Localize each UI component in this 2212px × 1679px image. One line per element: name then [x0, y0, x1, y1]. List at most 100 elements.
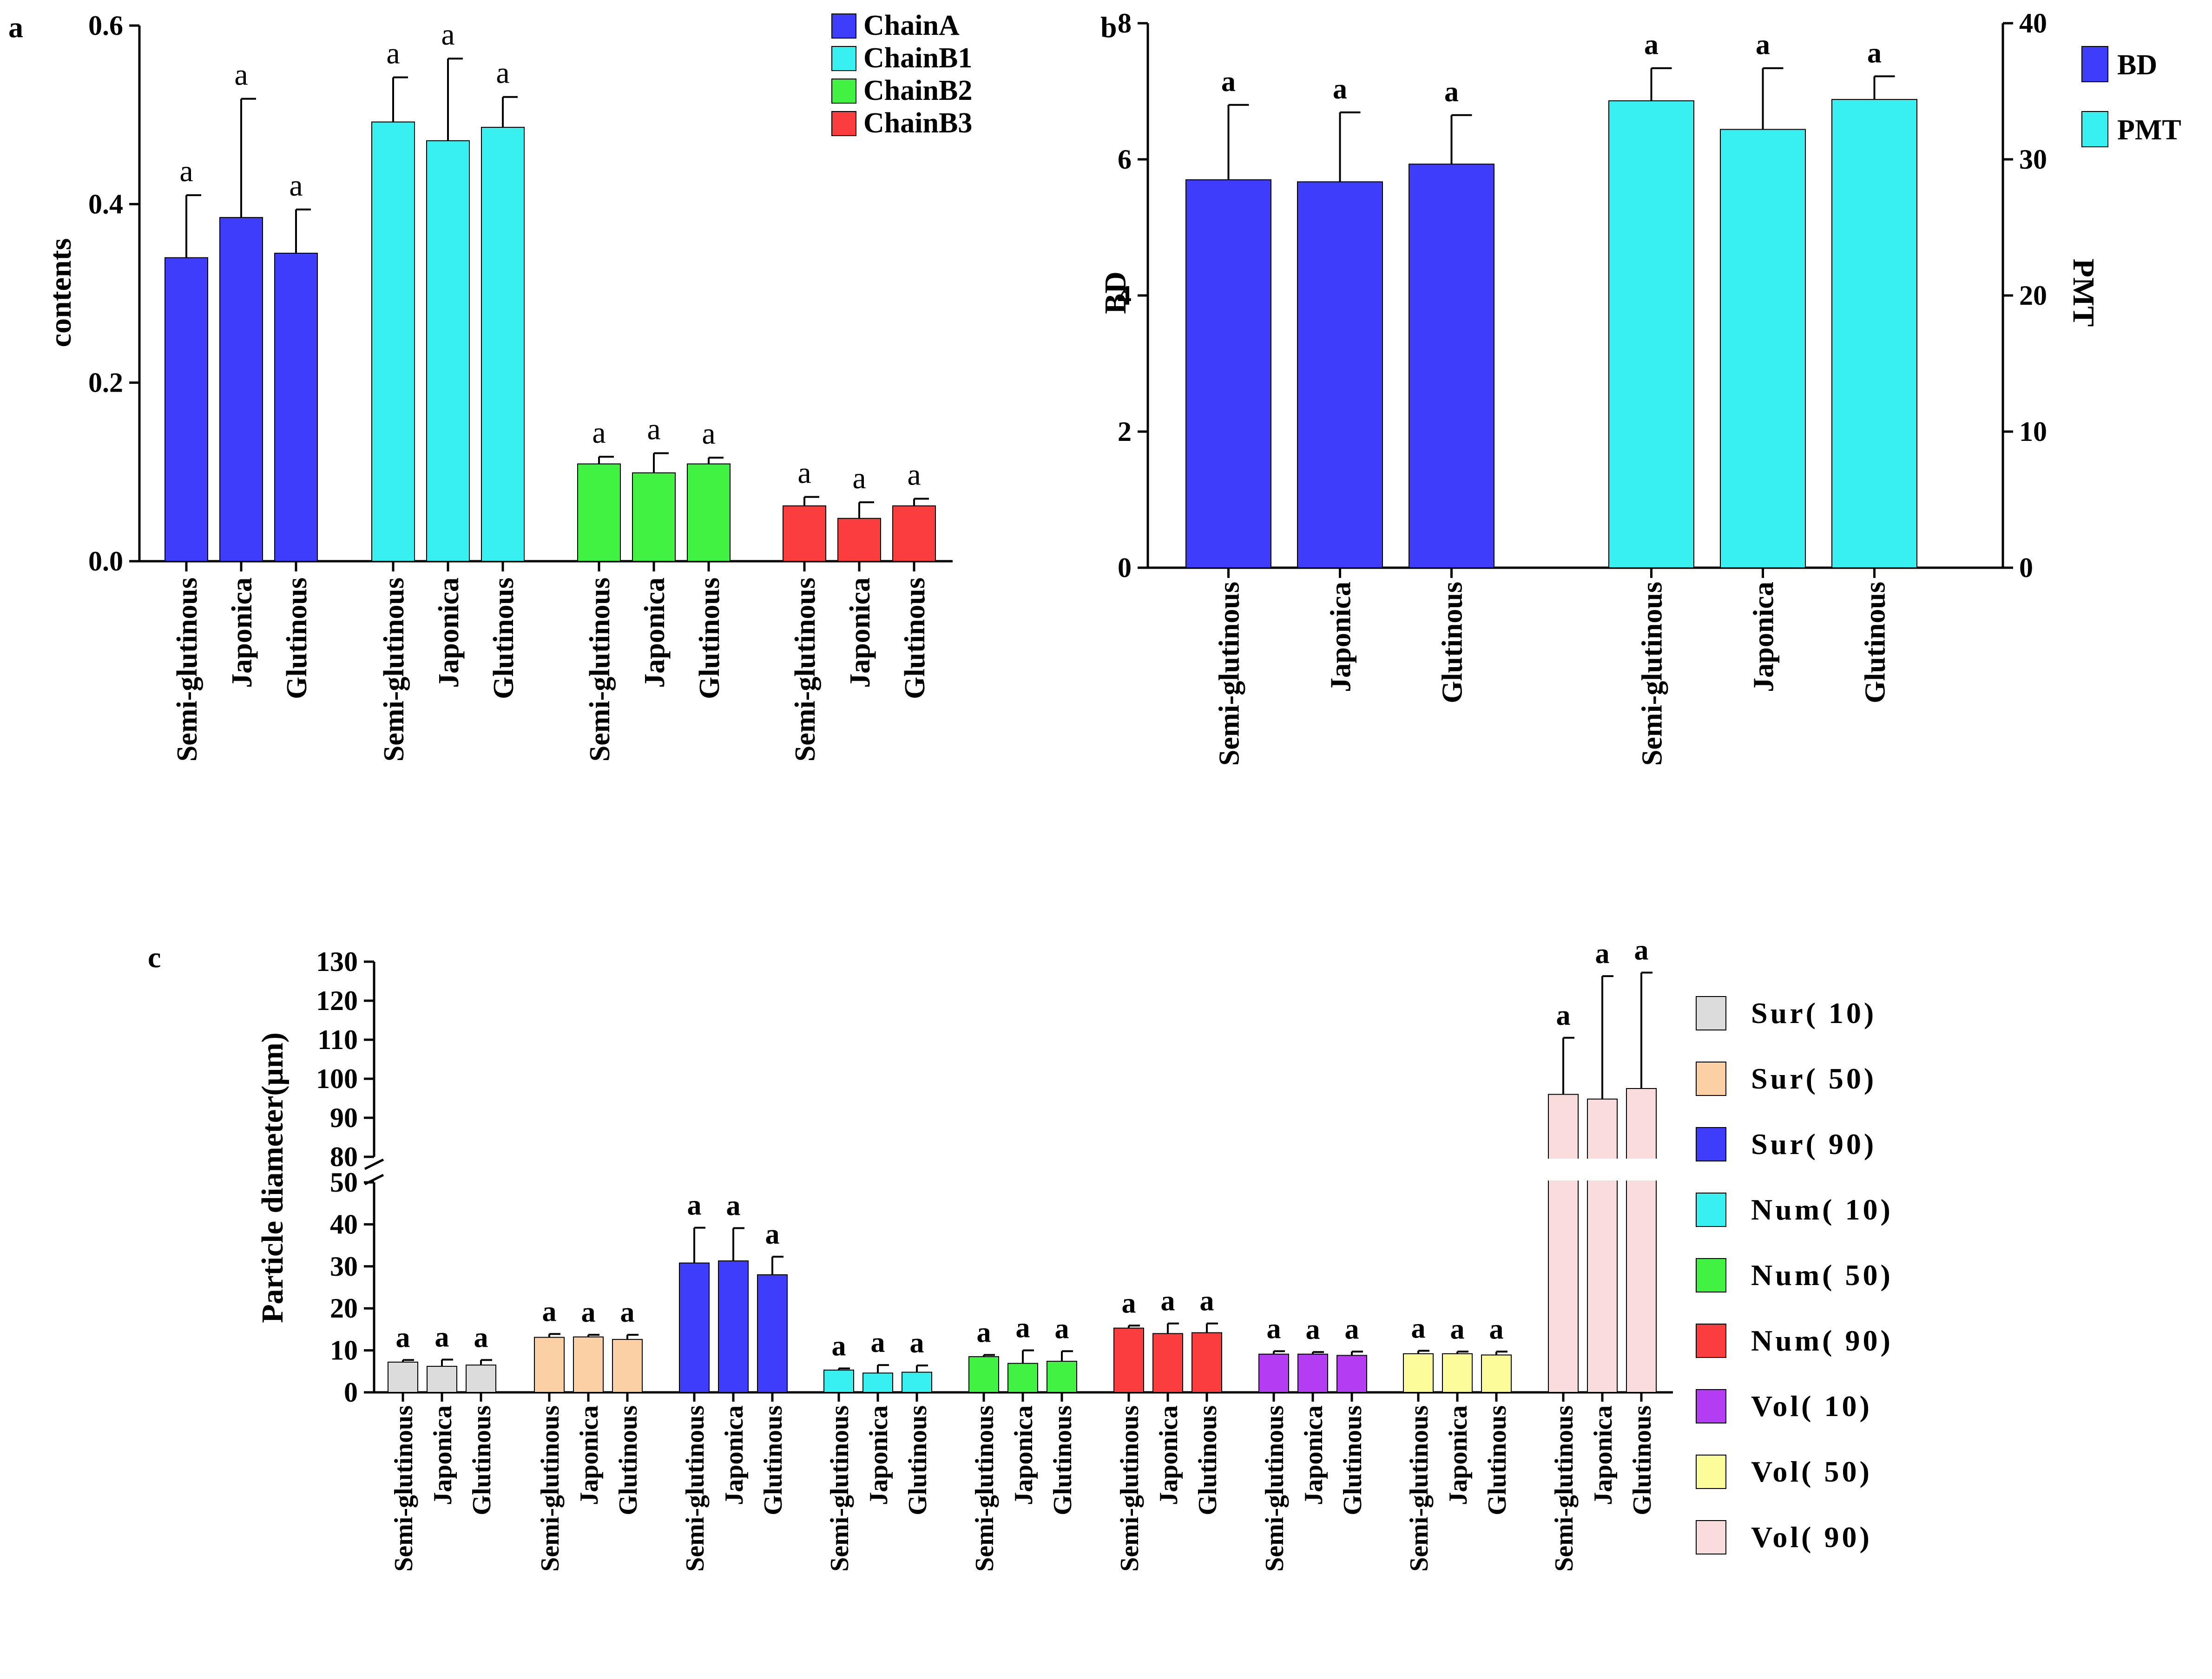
panel-a-y-axis-label: contents: [44, 238, 78, 348]
panel-c-x-tick-label-semi-glutinous: Semi-glutinous: [536, 1405, 565, 1572]
panel-c-num-50-bar-glutinous: [1047, 1361, 1077, 1393]
panel-c-legend-swatch-vol-50: [1696, 1455, 1726, 1489]
panel-a-y-tick-label: 0.4: [88, 189, 123, 219]
panel-c-sur-90-bar-glutinous: [757, 1274, 788, 1393]
panel-c-x-tick-label-glutinous: Glutinous: [1628, 1405, 1657, 1515]
panel-a-chainb1-sig-letter-japonica: a: [441, 18, 454, 52]
panel-c-x-tick-label-glutinous: Glutinous: [759, 1405, 788, 1515]
panel-c-x-tick-label-japonica: Japonica: [720, 1405, 749, 1505]
panel-c-x-tick-label-semi-glutinous: Semi-glutinous: [1550, 1405, 1579, 1572]
panel-a-x-tick-label-semi-glutinous: Semi-glutinous: [584, 577, 616, 761]
panel-c-x-tick-label-japonica: Japonica: [864, 1405, 893, 1505]
panel-b-pmt-sig-letter-glutinous: a: [1867, 37, 1882, 69]
panel-a-chainb2-bar-glutinous: [687, 463, 731, 562]
panel-a-legend-label-chaina: ChainA: [863, 10, 960, 41]
panel-c-legend-label-vol-10: Vol( 10): [1751, 1390, 1872, 1423]
panel-a-x-tick-label-japonica: Japonica: [433, 577, 465, 688]
panel-b-y2-tick-label: 40: [2019, 8, 2047, 39]
panel-b-pmt-sig-letter-japonica: a: [1756, 29, 1770, 61]
panel-c-vol-50-sig-letter-japonica: a: [1450, 1313, 1465, 1345]
panel-c-sur-90-sig-letter-semi-glutinous: a: [687, 1190, 702, 1221]
panel-a-letter: a: [8, 11, 23, 44]
panel-a-chaina-sig-letter-japonica: a: [234, 58, 248, 92]
panel-b-y-tick-label: 8: [1118, 8, 1132, 39]
panel-c-legend-swatch-num-90: [1696, 1324, 1726, 1358]
panel-c-sur-50-sig-letter-glutinous: a: [620, 1297, 635, 1328]
panel-a-chainb3-bar-japonica: [837, 518, 881, 562]
panel-c-x-tick-label-glutinous: Glutinous: [1483, 1405, 1512, 1515]
panel-a-chainb1-bar-glutinous: [481, 127, 525, 562]
panel-c-letter: c: [148, 941, 161, 974]
panel-a-x-tick-label-semi-glutinous: Semi-glutinous: [171, 577, 203, 761]
panel-c-vol-90-sig-letter-glutinous: a: [1634, 935, 1649, 966]
panel-c-vol-10-bar-semi-glutinous: [1258, 1353, 1289, 1393]
panel-a-chainb3-sig-letter-semi-glutinous: a: [797, 456, 811, 490]
panel-c-x-tick-label-japonica: Japonica: [428, 1405, 457, 1505]
panel-c-vol-50-bar-glutinous: [1481, 1354, 1512, 1393]
panel-c-x-tick-label-glutinous: Glutinous: [1048, 1405, 1077, 1515]
panel-c-num-10-bar-glutinous: [902, 1371, 932, 1393]
panel-c: c Particle diameter(μm) 80 90 100 110 120 130 0 1…: [148, 935, 1890, 1572]
panel-b-x-tick-label-glutinous: Glutinous: [1860, 582, 1891, 703]
panel-c-x-tick-label-japonica: Japonica: [1009, 1405, 1038, 1505]
panel-c-x-tick-label-glutinous: Glutinous: [903, 1405, 932, 1515]
panel-c-sur-10-bar-glutinous: [466, 1364, 496, 1393]
panel-c-sur-90-sig-letter-glutinous: a: [765, 1219, 780, 1250]
panel-c-x-tick-label-glutinous: Glutinous: [1338, 1405, 1367, 1515]
panel-b-y2-tick-label: 30: [2019, 144, 2047, 175]
panel-c-x-tick-label-japonica: Japonica: [575, 1405, 604, 1505]
panel-c-sur-90-bar-semi-glutinous: [679, 1262, 710, 1393]
panel-c-vol-10-bar-japonica: [1297, 1353, 1328, 1393]
panel-a-y-tick-label: 0.0: [88, 546, 123, 577]
panel-c-legend-label-sur-90: Sur( 90): [1751, 1128, 1876, 1161]
panel-c-x-tick-label-semi-glutinous: Semi-glutinous: [825, 1405, 854, 1572]
panel-a-y-tick-label: 0.2: [88, 367, 123, 398]
panel-c-sur-50-sig-letter-semi-glutinous: a: [542, 1296, 557, 1327]
panel-c-x-tick-label-semi-glutinous: Semi-glutinous: [1115, 1405, 1144, 1572]
panel-c-num-10-bar-semi-glutinous: [823, 1370, 854, 1393]
panel-a-chainb2-sig-letter-japonica: a: [647, 412, 660, 446]
panel-a-x-tick-label-semi-glutinous: Semi-glutinous: [790, 577, 821, 761]
panel-b-x-tick-label-japonica: Japonica: [1325, 582, 1357, 692]
panel-c-x-tick-label-japonica: Japonica: [1299, 1405, 1328, 1505]
panel-a-x-tick-label-japonica: Japonica: [639, 577, 671, 688]
panel-c-vol-10-sig-letter-semi-glutinous: a: [1267, 1313, 1281, 1345]
panel-c-x-tick-label-semi-glutinous: Semi-glutinous: [681, 1405, 710, 1572]
panel-c-vol-90-sig-letter-semi-glutinous: a: [1556, 1000, 1571, 1031]
panel-b-y-tick-label: 6: [1118, 144, 1132, 175]
panel-a-chaina-sig-letter-glutinous: a: [289, 169, 303, 203]
panel-c-sur-10-sig-letter-semi-glutinous: a: [396, 1322, 410, 1353]
panel-c-y-tick-label: 90: [330, 1102, 358, 1133]
panel-b-y2-axis-label: PMT: [2067, 259, 2100, 327]
panel-a-chainb2-sig-letter-semi-glutinous: a: [592, 416, 606, 450]
panel-c-vol-90-sig-letter-japonica: a: [1595, 938, 1610, 970]
panel-b-legend-swatch-pmt: [2081, 111, 2108, 147]
panel-a-legend-label-chainb3: ChainB3: [863, 107, 972, 139]
panel-b-bd-bar-glutinous: [1409, 164, 1494, 568]
panel-a-x-tick-label-japonica: Japonica: [844, 577, 876, 688]
panel-a-chainb3-sig-letter-japonica: a: [852, 461, 866, 495]
panel-c-y-tick-label: 40: [330, 1209, 358, 1240]
panel-c-sur-10-bar-semi-glutinous: [388, 1361, 418, 1393]
panel-c-vol-10-sig-letter-glutinous: a: [1345, 1313, 1359, 1345]
panel-c-sur-90-bar-japonica: [718, 1260, 749, 1393]
panel-a-y-tick-label: 0.6: [88, 10, 123, 41]
panel-c-sur-50-bar-semi-glutinous: [534, 1337, 565, 1393]
panel-b-bd-sig-letter-semi-glutinous: a: [1221, 66, 1236, 98]
panel-c-y-tick-label: 10: [330, 1335, 358, 1366]
panel-c-x-tick-label-semi-glutinous: Semi-glutinous: [389, 1405, 418, 1572]
panel-c-num-90-sig-letter-japonica: a: [1161, 1285, 1175, 1317]
panel-c-vol-50-sig-letter-glutinous: a: [1489, 1313, 1504, 1345]
panel-b-y-tick-label: 4: [1118, 280, 1132, 311]
panel-a-x-tick-label-glutinous: Glutinous: [899, 577, 931, 699]
panel-b-x-tick-label-japonica: Japonica: [1748, 582, 1780, 692]
panel-c-vol-90-bar-glutinous: [1626, 1088, 1657, 1393]
panel-b-y-tick-label: 0: [1118, 552, 1132, 583]
panel-c-y-tick-label: 20: [330, 1293, 358, 1324]
panel-a-chainb1-sig-letter-glutinous: a: [496, 56, 509, 90]
panel-a-x-tick-label-glutinous: Glutinous: [694, 577, 725, 699]
panel-c-num-10-sig-letter-glutinous: a: [910, 1327, 924, 1359]
panel-a-legend-swatch-chainb1: [831, 46, 856, 71]
panel-c-vol-10-sig-letter-japonica: a: [1306, 1314, 1320, 1345]
